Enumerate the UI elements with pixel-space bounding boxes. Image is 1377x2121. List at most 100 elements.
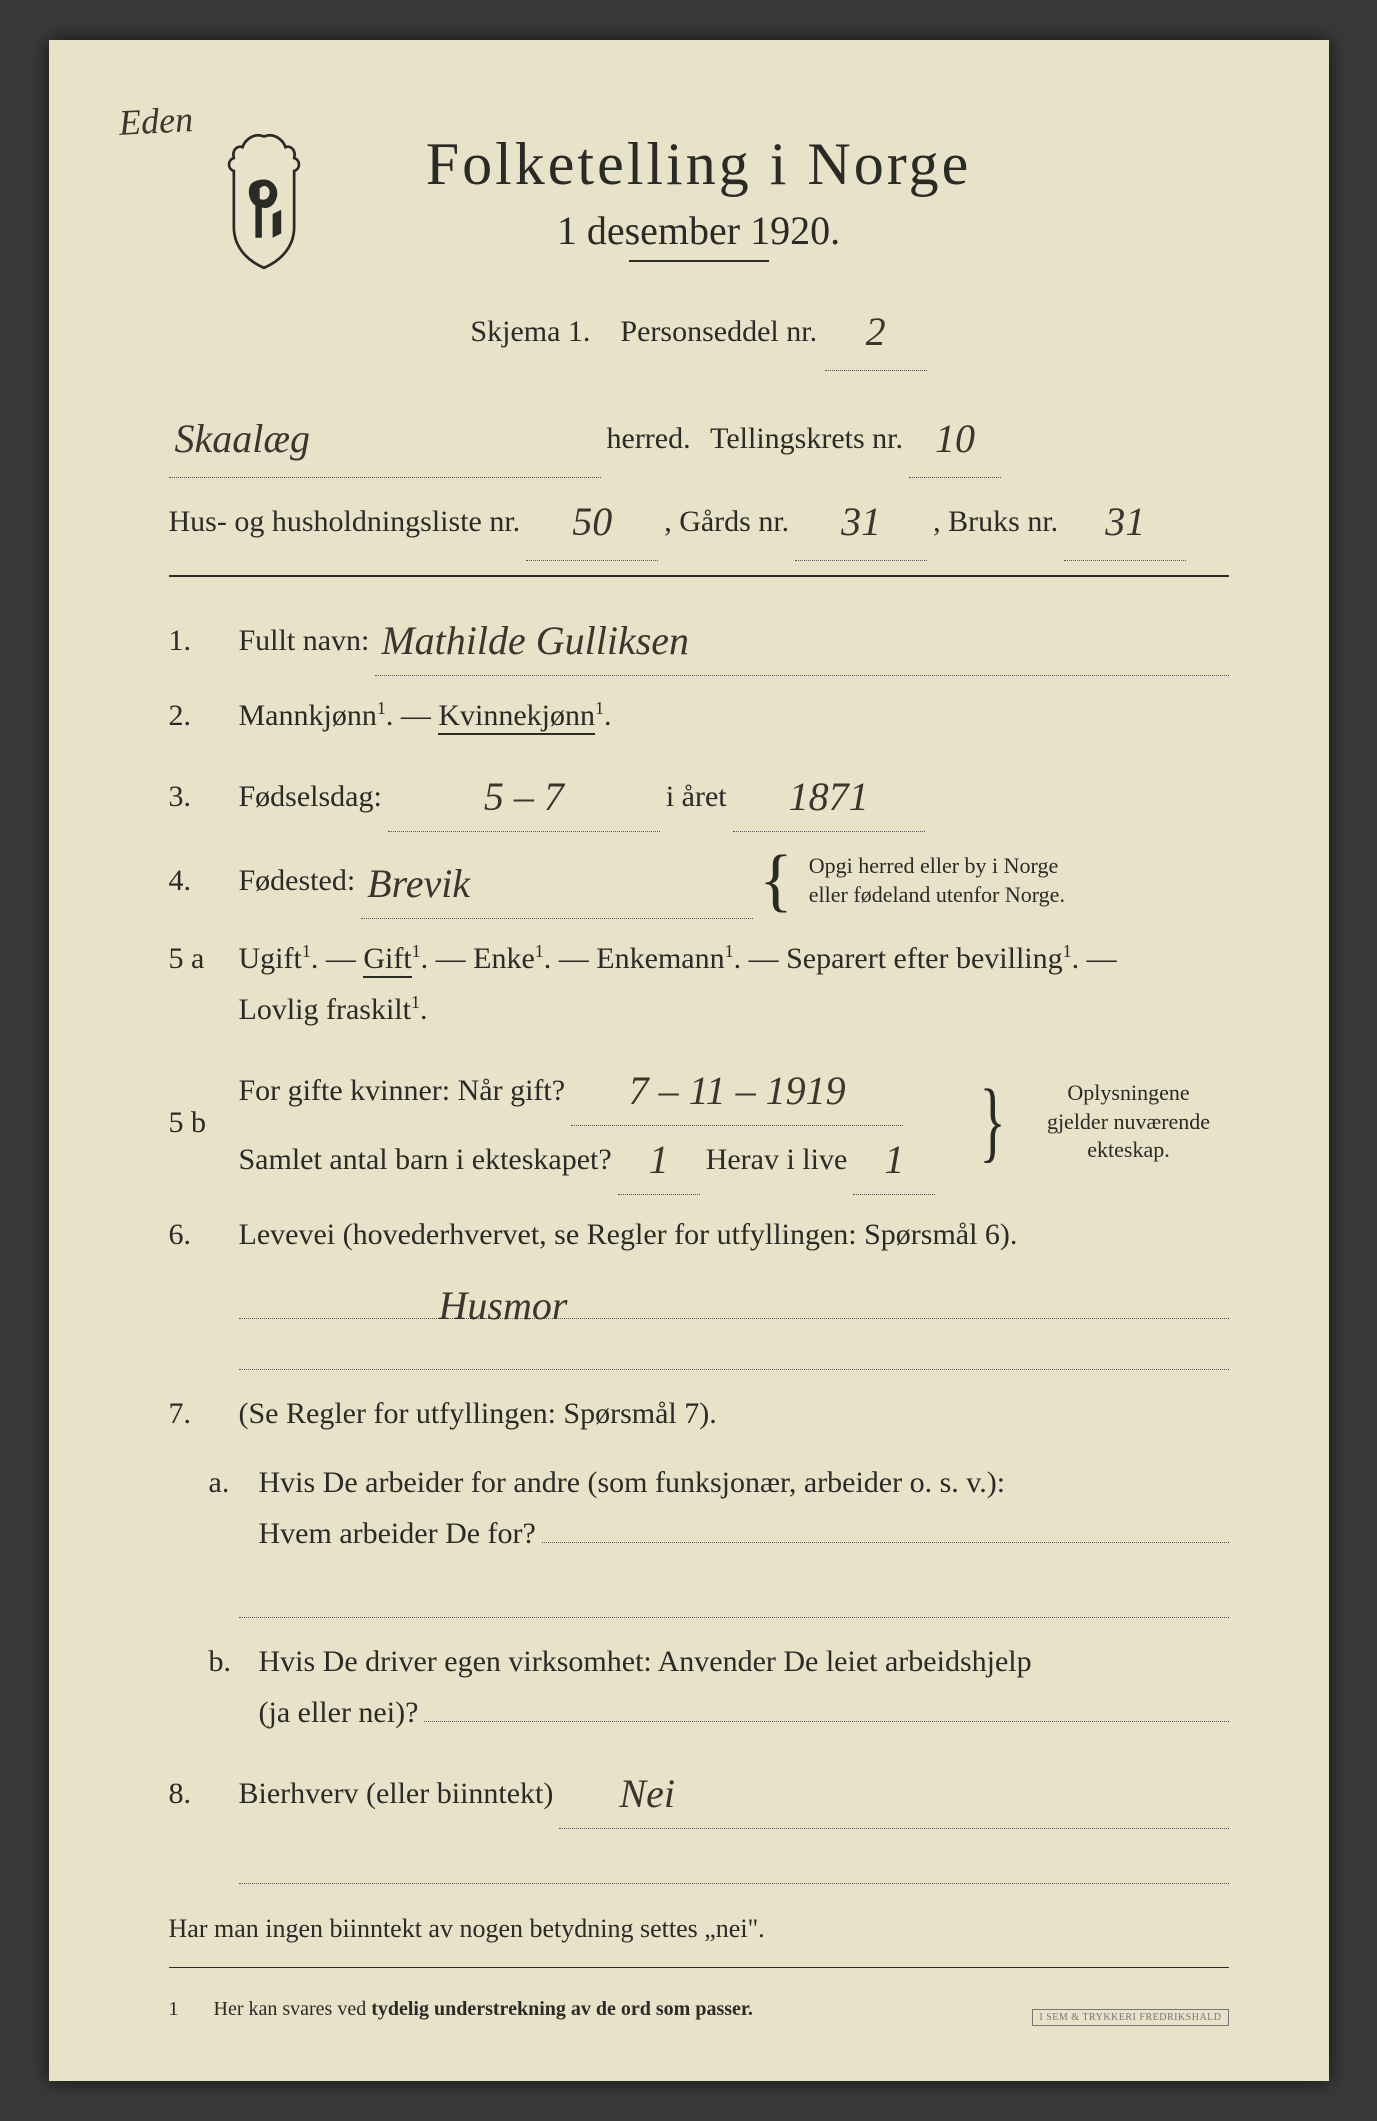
footnote-bold: tydelig understrekning av de ord som pas… (371, 1998, 753, 2020)
q5a-num: 5 a (169, 933, 239, 984)
q5b-label1: For gifte kvinner: Når gift? (239, 1065, 566, 1116)
q7b-row: b. Hvis De driver egen virksomhet: Anven… (209, 1636, 1229, 1738)
q5b-side-note: Oplysningene gjelder nuværende ekteskap. (1029, 1079, 1229, 1165)
sup-2: 1 (595, 698, 604, 718)
footer-note-1: Har man ingen biinntekt av nogen betydni… (169, 1904, 1229, 1953)
q7a-value-blank (542, 1542, 1229, 1543)
divider-bottom (169, 1967, 1229, 1968)
q3-num: 3. (169, 771, 239, 822)
q6-num: 6. (169, 1209, 239, 1260)
header: Folketelling i Norge 1 desember 1920. Sk… (169, 130, 1229, 367)
gards-value: 31 (795, 484, 927, 561)
dash-2: — (326, 942, 364, 975)
q5a-row: 5 a Ugift1. — Gift1. — Enke1. — Enkemann… (169, 933, 1229, 1035)
q2-dot2: . (604, 699, 612, 732)
footnote-pre: Her kan svares ved (214, 1998, 372, 2020)
q7-row: 7. (Se Regler for utfyllingen: Spørsmål … (169, 1388, 1229, 1439)
subtitle-date: 1 desember 1920. (169, 207, 1229, 254)
q4-birthplace-value: Brevik (361, 850, 753, 919)
q5b-num: 5 b (169, 1097, 239, 1148)
sup-7: 1 (1063, 941, 1072, 961)
q2-row: 2. Mannkjønn1. — Kvinnekjønn1. (169, 690, 1229, 741)
herred-value: Skaalæg (169, 401, 601, 478)
coat-of-arms-icon (209, 130, 319, 270)
q2-num: 2. (169, 690, 239, 741)
q8-value: Nei (559, 1760, 1228, 1829)
q1-full-name-value: Mathilde Gulliksen (375, 607, 1228, 676)
bruks-label: , Bruks nr. (933, 493, 1058, 550)
q5b-label3: Herav i live (706, 1134, 848, 1185)
q3-day-value: 5 – 7 (388, 763, 660, 832)
personseddel-label: Personseddel nr. (620, 315, 817, 348)
q2-mann: Mannkjønn (239, 699, 377, 732)
dash-6: — (1087, 942, 1117, 975)
q5a-separert: Separert efter bevilling (786, 942, 1063, 975)
q8-line2 (239, 1843, 1229, 1884)
divider-top (169, 575, 1229, 577)
q5b-label2: Samlet antal barn i ekteskapet? (239, 1134, 612, 1185)
q4-note-brace: { Opgi herred eller by i Norge eller fød… (759, 852, 1069, 909)
q2-kvinne-selected: Kvinnekjønn (438, 699, 595, 735)
q5b-note1: Oplysningene (1067, 1080, 1189, 1105)
hus-label: Hus- og husholdningsliste nr. (169, 493, 521, 550)
hus-value: 50 (526, 484, 658, 561)
q4-note-line1: Opgi herred eller by i Norge (809, 853, 1058, 878)
q8-num: 8. (169, 1768, 239, 1819)
herred-line: Skaalæg herred. Tellingskrets nr. 10 (169, 397, 1229, 474)
q7a-row: a. Hvis De arbeider for andre (som funks… (209, 1457, 1229, 1559)
q1-row: 1. Fullt navn: Mathilde Gulliksen (169, 603, 1229, 672)
dash: — (401, 699, 439, 732)
q6-label: Levevei (hovederhvervet, se Regler for u… (239, 1209, 1229, 1260)
q7-label: (Se Regler for utfyllingen: Spørsmål 7). (239, 1388, 1229, 1439)
census-form-page: Eden Folketelling i Norge 1 desember 192… (49, 40, 1329, 2081)
q7b-text2: (ja eller nei)? (259, 1687, 419, 1738)
q3-mid: i året (666, 771, 727, 822)
q5b-marriage-date-value: 7 – 11 – 1919 (571, 1057, 903, 1126)
q5b-note2: gjelder nuværende (1047, 1109, 1210, 1134)
q1-label: Fullt navn: (239, 615, 370, 666)
q6-line1: Husmor (239, 1278, 1229, 1319)
q4-side-note: Opgi herred eller by i Norge eller fødel… (809, 852, 1069, 909)
sup-4: 1 (412, 941, 421, 961)
dash-3: — (436, 942, 474, 975)
sup-6: 1 (725, 941, 734, 961)
q5b-children-alive-value: 1 (853, 1126, 935, 1195)
q5a-enkemann: Enkemann (596, 942, 724, 975)
tellingskrets-value: 10 (909, 401, 1001, 478)
q4-row: 4. Fødested: Brevik { Opgi herred eller … (169, 846, 1229, 915)
q5a-gift-selected: Gift (363, 942, 411, 978)
brace-right-icon: } (980, 1095, 1006, 1149)
hus-line: Hus- og husholdningsliste nr. 50 , Gårds… (169, 480, 1229, 557)
q5a-lovlig: Lovlig fraskilt (239, 993, 411, 1026)
q6-row: 6. Levevei (hovederhvervet, se Regler fo… (169, 1209, 1229, 1260)
q7b-text1: Hvis De driver egen virksomhet: Anvender… (259, 1636, 1229, 1687)
herred-label: herred. (607, 410, 691, 467)
printer-stamp: I SEM & TRYKKERI FREDRIKSHALD (1032, 2009, 1228, 2026)
q7-num: 7. (169, 1388, 239, 1439)
q6-occupation-value: Husmor (439, 1282, 568, 1324)
brace-left-icon: { (759, 853, 793, 909)
dash-5: — (749, 942, 787, 975)
q4-label: Fødested: (239, 855, 356, 906)
sup-1: 1 (377, 698, 386, 718)
q7a-text1: Hvis De arbeider for andre (som funksjon… (259, 1457, 1229, 1508)
q5a-ugift: Ugift (239, 942, 302, 975)
q7b-value-blank (424, 1721, 1228, 1722)
tellingskrets-label: Tellingskrets nr. (710, 410, 903, 467)
q4-note-line2: eller fødeland utenfor Norge. (809, 882, 1065, 907)
q4-num: 4. (169, 855, 239, 906)
q3-year-value: 1871 (733, 763, 925, 832)
schema-line: Skjema 1. Personseddel nr. 2 (169, 290, 1229, 367)
sup-3: 1 (302, 941, 311, 961)
footnote-num: 1 (169, 1998, 209, 2021)
q5b-row: 5 b For gifte kvinner: Når gift? 7 – 11 … (169, 1053, 1229, 1191)
sup-5: 1 (535, 941, 544, 961)
q8-row: 8. Bierhverv (eller biinntekt) Nei (169, 1756, 1229, 1825)
sup-8: 1 (411, 992, 420, 1012)
q8-label: Bierhverv (eller biinntekt) (239, 1768, 554, 1819)
q5a-enke: Enke (473, 942, 535, 975)
main-title: Folketelling i Norge (169, 130, 1229, 199)
schema-label: Skjema 1. (470, 315, 590, 348)
q6-line2 (239, 1329, 1229, 1370)
q5b-children-total-value: 1 (618, 1126, 700, 1195)
